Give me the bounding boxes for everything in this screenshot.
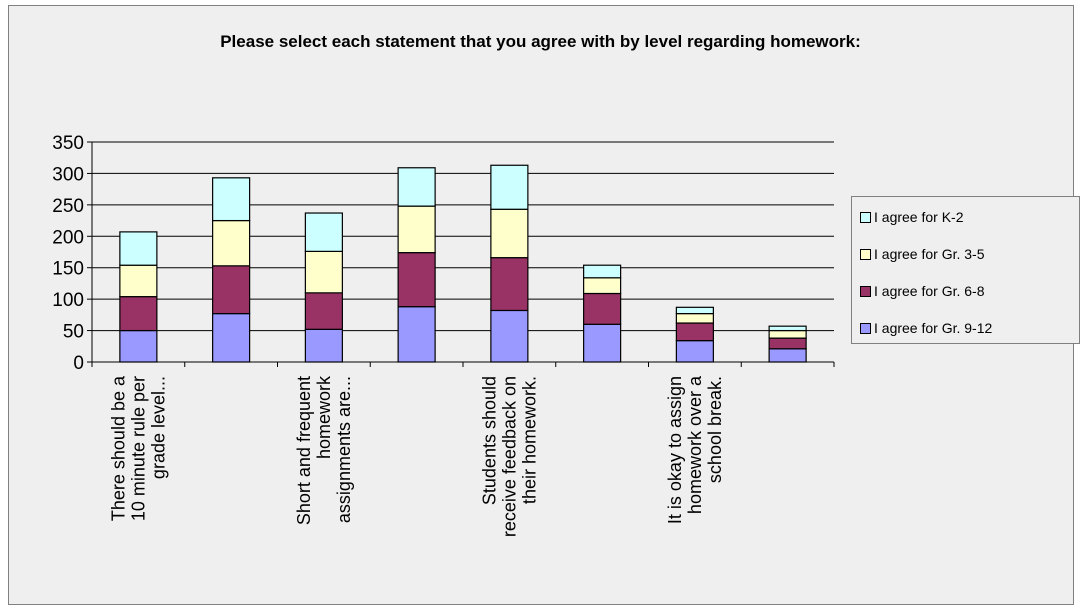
legend-label: I agree for Gr. 9-12 (874, 320, 993, 336)
y-tick-label: 350 (52, 133, 84, 154)
x-category-label: receive feedback on (499, 376, 519, 537)
legend-item: I agree for Gr. 6-8 (860, 281, 985, 301)
legend-swatch (860, 285, 871, 297)
x-category-label: homework over a (685, 375, 705, 514)
bar-segment (397, 306, 436, 363)
bar-segment (119, 329, 158, 363)
bar-segment (490, 208, 529, 259)
y-tick-label: 100 (52, 290, 84, 311)
bar-segment (675, 322, 714, 342)
y-tick-label: 300 (52, 164, 84, 185)
bar-segment (768, 348, 807, 363)
bar-segment (304, 328, 343, 363)
x-category-label: assignments are... (334, 376, 354, 523)
x-category-label: It is okay to assign (665, 376, 685, 524)
x-category-label: grade level... (148, 376, 168, 479)
bar-segment (675, 340, 714, 363)
bar-segment (119, 231, 158, 266)
chart-svg: 0 50 100 150 200 250 300 350 There should be a 10… (52, 133, 835, 537)
bar-segment (304, 292, 343, 330)
bar-segment (675, 306, 714, 315)
x-category-label: their homework. (519, 376, 539, 504)
bar-segment (768, 337, 807, 350)
y-tick-label: 250 (52, 196, 84, 217)
bar-segment (304, 212, 343, 252)
x-category-label: Students should (479, 376, 499, 505)
y-tick-label: 50 (63, 322, 84, 343)
legend-item: I agree for Gr. 3-5 (860, 244, 985, 264)
bar-segment (768, 329, 807, 339)
bar-segment (490, 164, 529, 210)
legend-label: I agree for K-2 (874, 209, 964, 225)
x-category-label: school break. (705, 376, 725, 483)
bar-segment (119, 296, 158, 332)
legend-swatch (860, 248, 871, 260)
bar-segment (675, 313, 714, 324)
bar-segment (212, 219, 251, 267)
legend-label: I agree for Gr. 3-5 (874, 246, 985, 262)
bar-segment (583, 277, 622, 295)
bar-segment (212, 265, 251, 315)
bar-segment (397, 252, 436, 308)
legend-swatch (860, 211, 871, 223)
legend: I agree for K-2 I agree for Gr. 3-5 I agre… (851, 196, 1080, 344)
legend-item: I agree for Gr. 9-12 (860, 318, 992, 338)
bar-segment (397, 167, 436, 207)
bar-segment (768, 325, 807, 332)
bar-segment (212, 313, 251, 363)
x-category-label: Short and frequent (294, 376, 314, 525)
y-tick-label: 0 (73, 353, 84, 374)
legend-swatch (860, 322, 871, 334)
bar-segment (490, 257, 529, 312)
bar-segment (397, 205, 436, 254)
bar-segment (490, 309, 529, 363)
y-tick-label: 150 (52, 259, 84, 280)
bar-segment (212, 177, 251, 222)
bar-segment (583, 292, 622, 325)
bar-segment (119, 264, 158, 298)
bar-segment (583, 323, 622, 363)
y-tick-label: 200 (52, 227, 84, 248)
x-category-label: There should be a (108, 375, 128, 521)
legend-item: I agree for K-2 (860, 207, 964, 227)
bar-segment (304, 250, 343, 294)
x-category-label: 10 minute rule per (128, 376, 148, 521)
legend-label: I agree for Gr. 6-8 (874, 283, 985, 299)
chart-title: Please select each statement that you ag… (220, 32, 861, 51)
x-category-label: homework (314, 375, 334, 459)
bar-segment (583, 264, 622, 279)
